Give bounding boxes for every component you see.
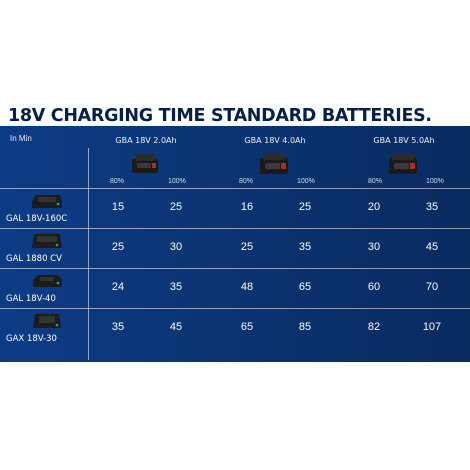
row-divider [0, 188, 470, 189]
table-cell: 65 [240, 321, 254, 333]
table-row: GAL 18V-40 24 35 48 65 60 70 [0, 269, 470, 309]
table-cell: 48 [240, 281, 254, 293]
row-divider [0, 228, 470, 229]
table-cell: 35 [425, 201, 439, 213]
table-cell: 82 [367, 321, 381, 333]
percent-100-label: 100% [297, 178, 315, 185]
table-cell: 25 [169, 201, 183, 213]
battery-2ah-icon [132, 154, 158, 173]
table-cell: 85 [298, 321, 312, 333]
column-divider [88, 148, 89, 360]
charger-name: GAX 18V-30 [6, 334, 57, 344]
battery-name: GBA 18V 2.0Ah [115, 136, 177, 145]
percent-80-label: 80% [110, 178, 125, 185]
table-cell: 107 [422, 321, 442, 333]
battery-column-2ah: GBA 18V 2.0Ah 80% 100% [86, 126, 206, 188]
table-row: GAX 18V-30 35 45 65 85 82 107 [0, 309, 470, 349]
table-cell: 35 [298, 241, 312, 253]
table-cell: 24 [111, 281, 125, 293]
percent-100-label: 100% [426, 178, 444, 185]
table-cell: 20 [367, 201, 381, 213]
table-row: GAL 1880 CV 25 30 25 35 30 45 [0, 229, 470, 269]
charger-name: GAL 18V-40 [6, 294, 56, 304]
table-cell: 35 [169, 281, 183, 293]
battery-name: GBA 18V 5.0Ah [373, 136, 435, 145]
percent-80-label: 80% [368, 178, 383, 185]
battery-column-5ah: GBA 18V 5.0Ah 80% 100% [344, 126, 464, 188]
table-row: GAL 18V-160C 15 25 16 25 20 35 [0, 189, 470, 229]
table-cell: 35 [111, 321, 125, 333]
charging-time-table: In Min GBA 18V 2.0Ah 80% 100% GBA 18V 4.… [0, 126, 470, 362]
unit-label: In Min [10, 134, 32, 143]
battery-name: GBA 18V 4.0Ah [244, 136, 306, 145]
charger-icon [33, 314, 61, 328]
battery-4ah-icon [260, 153, 288, 174]
row-divider [0, 268, 470, 269]
table-cell: 16 [240, 201, 254, 213]
table-cell: 25 [298, 201, 312, 213]
table-cell: 30 [367, 241, 381, 253]
charger-icon [32, 234, 62, 248]
battery-column-4ah: GBA 18V 4.0Ah 80% 100% [215, 126, 335, 188]
table-cell: 25 [111, 241, 125, 253]
page-title: 18V CHARGING TIME STANDARD BATTERIES. [8, 106, 432, 126]
charger-icon [33, 275, 62, 287]
percent-80-label: 80% [239, 178, 254, 185]
table-cell: 60 [367, 281, 381, 293]
charger-name: GAL 18V-160C [6, 214, 68, 224]
table-cell: 15 [111, 201, 125, 213]
charger-name: GAL 1880 CV [6, 254, 62, 264]
table-cell: 45 [169, 321, 183, 333]
charger-icon [32, 195, 62, 208]
battery-5ah-icon [389, 153, 417, 174]
table-cell: 70 [425, 281, 439, 293]
row-divider [0, 308, 470, 309]
percent-100-label: 100% [168, 178, 186, 185]
table-cell: 25 [240, 241, 254, 253]
table-cell: 65 [298, 281, 312, 293]
table-cell: 45 [425, 241, 439, 253]
table-cell: 30 [169, 241, 183, 253]
